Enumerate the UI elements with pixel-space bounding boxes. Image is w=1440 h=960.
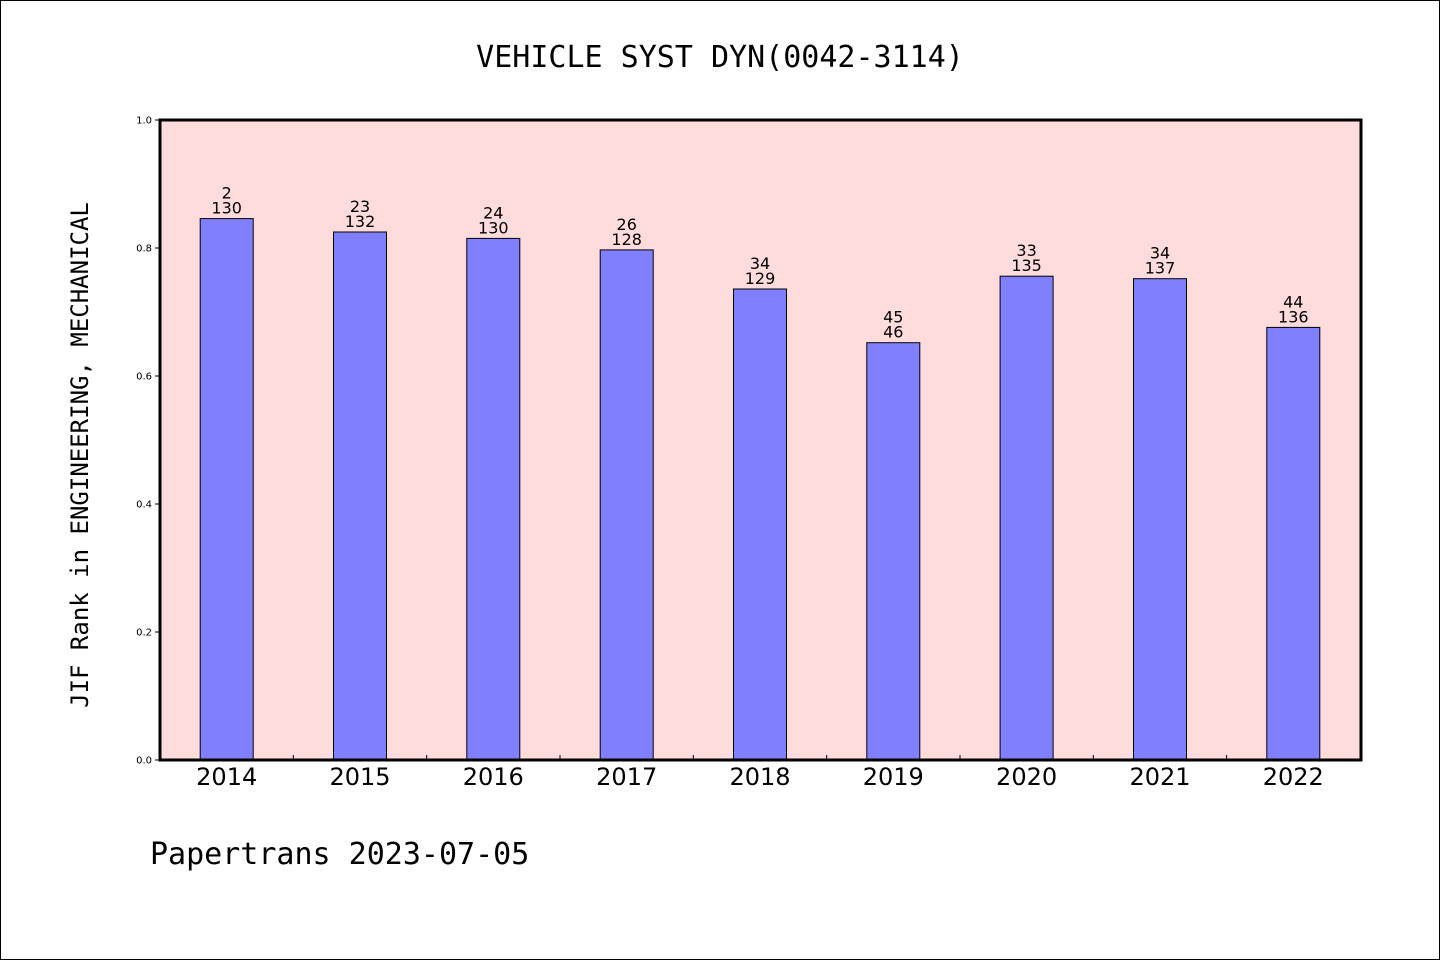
bar-total-label-2015: 132 [345,212,376,231]
x-ticks-layer: 2014 2015 2016 2017 2018 2019 2020 2021 2022 [196,755,1324,791]
bar-total-label-2018: 129 [745,269,776,288]
x-tick-label-2022: 2022 [1263,763,1324,791]
y-tick-label: 0.6 [136,372,152,383]
y-tick-label: 1.0 [136,116,152,127]
x-tick-label-2014: 2014 [196,763,257,791]
bar-2019 [866,342,921,761]
bar-total-label-2016: 130 [478,218,509,237]
bar-2015 [333,231,387,761]
bar-2017 [599,249,654,761]
bar-2020 [999,275,1054,761]
bar-rank-label-2019: 45 [883,308,903,327]
bar-total-label-2014: 130 [211,199,242,218]
bar-rank-label-2017: 26 [617,215,637,234]
y-ticks-layer: 0.0 0.2 0.4 0.6 0.8 1.0 [136,116,160,767]
x-tick-label-2020: 2020 [996,763,1057,791]
bar-total-label-2022: 136 [1278,307,1309,326]
x-tick-label-2015: 2015 [329,763,390,791]
bar-2016 [466,237,521,761]
bar-rank-label-2014: 2 [222,184,232,203]
bar-rank-label-2022: 44 [1283,292,1303,311]
footer-credit: Papertrans 2023-07-05 [150,837,529,872]
y-tick-label: 0.4 [136,500,152,511]
y-tick-label: 0.8 [136,244,152,255]
y-tick-label: 0.2 [136,628,152,639]
bar-total-label-2017: 128 [611,230,642,249]
x-tick-label-2018: 2018 [729,763,790,791]
bar-total-label-2021: 137 [1145,259,1176,278]
bar-rank-label-2021: 34 [1150,244,1170,263]
bar-total-label-2019: 46 [883,323,903,342]
y-axis-label: JIF Rank in ENGINEERING, MECHANICAL [66,202,94,708]
bar-total-label-2020: 135 [1011,256,1042,275]
y-tick-label: 0.0 [136,756,152,767]
bar-2018 [733,288,787,761]
bars-layer [199,218,1321,761]
x-tick-label-2017: 2017 [596,763,657,791]
bar-rank-label-2015: 23 [350,197,370,216]
bar-2014 [199,218,254,761]
bar-rank-label-2018: 34 [750,254,770,273]
bar-2022 [1266,326,1321,761]
x-tick-label-2021: 2021 [1129,763,1190,791]
bar-rank-label-2020: 33 [1016,241,1036,260]
bar-2021 [1133,278,1187,761]
x-tick-label-2016: 2016 [463,763,524,791]
x-tick-label-2019: 2019 [863,763,924,791]
chart-title: VEHICLE SYST DYN(0042-3114) [476,40,964,75]
plot-border [158,118,1363,762]
bar-rank-label-2016: 24 [483,203,503,222]
